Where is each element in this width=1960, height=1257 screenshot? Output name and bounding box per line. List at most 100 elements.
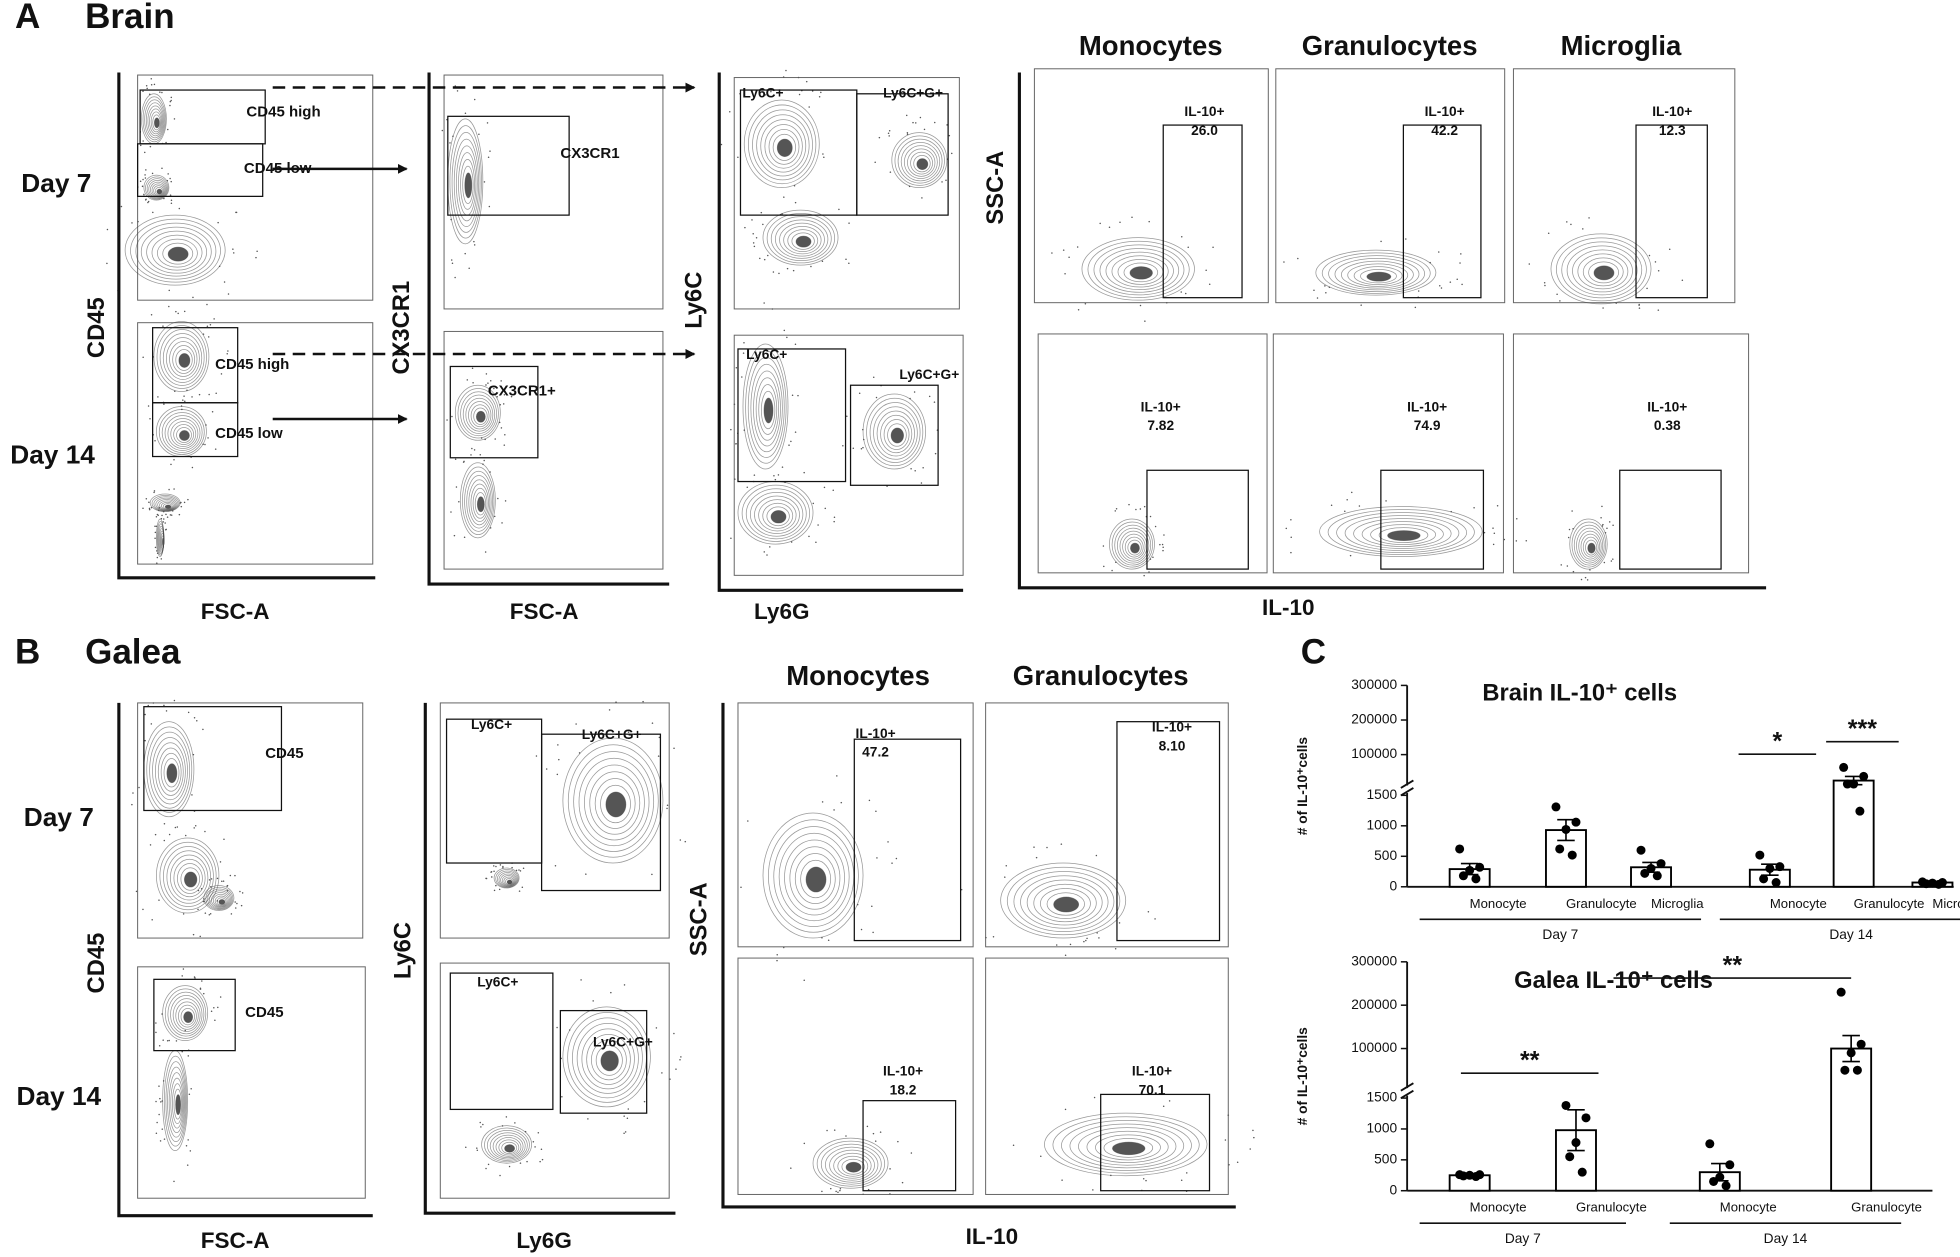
event-dot: [839, 1187, 842, 1190]
contour: [505, 878, 514, 885]
event-dot: [484, 551, 487, 553]
event-dot: [498, 888, 501, 891]
contour: [498, 1139, 520, 1156]
event-dot: [148, 93, 151, 95]
event-dot: [518, 890, 521, 892]
contour: [492, 1134, 524, 1159]
event-dot: [1567, 536, 1570, 539]
event-dot: [760, 211, 763, 214]
event-dot: [951, 152, 953, 155]
event-dot: [204, 912, 207, 914]
event-dot: [182, 913, 185, 915]
event-dot: [152, 702, 155, 704]
event-dot: [1162, 1105, 1165, 1108]
event-dot: [524, 1130, 527, 1133]
contour: [1044, 1112, 1208, 1177]
event-dot: [162, 325, 164, 327]
y-tick-label: 1500: [1367, 1090, 1398, 1105]
y-tick-label: 300000: [1351, 677, 1397, 692]
contour: [1319, 506, 1483, 557]
event-dot: [482, 1123, 484, 1126]
event-dot: [163, 704, 165, 707]
event-dot: [463, 536, 466, 538]
event-dot: [658, 736, 661, 739]
event-dot: [1154, 918, 1156, 920]
contour: [503, 876, 515, 886]
event-dot: [522, 867, 525, 870]
contour: [894, 135, 945, 186]
axis: [717, 72, 964, 592]
label: B: [15, 632, 40, 671]
event-dot: [1119, 221, 1121, 224]
label: IL-10+: [883, 1064, 923, 1079]
event-dot: [145, 169, 147, 171]
event-dot: [752, 242, 755, 244]
x-tick-label: Monocyte: [1470, 1200, 1527, 1215]
event-dot: [160, 1101, 162, 1103]
contour: [869, 402, 921, 463]
label: IL-10+: [1152, 720, 1192, 735]
event-dot: [915, 122, 917, 124]
event-dot: [1212, 246, 1214, 248]
event-dot: [464, 252, 466, 255]
event-dot: [743, 429, 746, 431]
event-dot: [199, 988, 202, 990]
event-dot: [556, 1026, 558, 1029]
event-dot: [906, 132, 909, 134]
event-dot: [1068, 256, 1070, 259]
event-dot: [666, 804, 669, 806]
contour: [163, 758, 180, 788]
event-dot: [1093, 1096, 1096, 1099]
gate: [143, 706, 283, 812]
event-dot: [149, 844, 152, 846]
event-dot: [1135, 508, 1137, 511]
event-dot: [478, 133, 480, 136]
event-dot: [217, 221, 219, 224]
event-dot: [743, 342, 745, 344]
event-dot: [131, 222, 133, 224]
event-dot: [504, 500, 507, 502]
contour: [749, 492, 804, 537]
event-dot: [539, 1160, 541, 1163]
contour: [762, 502, 794, 529]
event-dot: [151, 918, 153, 921]
event-dot: [1515, 540, 1518, 542]
event-dot: [189, 1150, 192, 1152]
event-dot: [184, 834, 187, 837]
event-dot: [875, 810, 877, 813]
event-dot: [777, 474, 780, 476]
event-dot: [1525, 539, 1528, 542]
event-dot: [1180, 236, 1183, 238]
contour: [1109, 518, 1155, 570]
contour: [170, 421, 197, 447]
contour: [159, 500, 175, 511]
event-dot: [1681, 279, 1684, 282]
contour: [473, 407, 488, 425]
contour: [162, 242, 194, 265]
event-dot: [144, 177, 147, 179]
event-dot: [160, 517, 163, 520]
contour: [164, 988, 207, 1039]
event-dot: [199, 935, 201, 938]
event-dot: [794, 431, 797, 433]
contour: [589, 771, 641, 835]
event-dot: [1544, 284, 1546, 287]
contour: [455, 145, 478, 222]
event-dot: [1568, 528, 1571, 531]
event-dot: [1351, 491, 1353, 494]
event-dot: [1144, 320, 1146, 322]
contour: [170, 1077, 184, 1129]
event-dot: [1128, 503, 1130, 506]
label: Ly6C+: [746, 347, 787, 362]
axis: [423, 702, 676, 1215]
event-dot: [466, 379, 469, 381]
label: Day 7: [24, 802, 94, 832]
event-dot: [488, 205, 491, 208]
data-point: [1636, 845, 1646, 855]
event-dot: [960, 888, 963, 891]
event-dot: [838, 208, 840, 211]
event-dot: [182, 968, 185, 970]
event-dot: [185, 1145, 188, 1147]
gate: [737, 348, 847, 483]
event-dot: [1582, 228, 1584, 230]
